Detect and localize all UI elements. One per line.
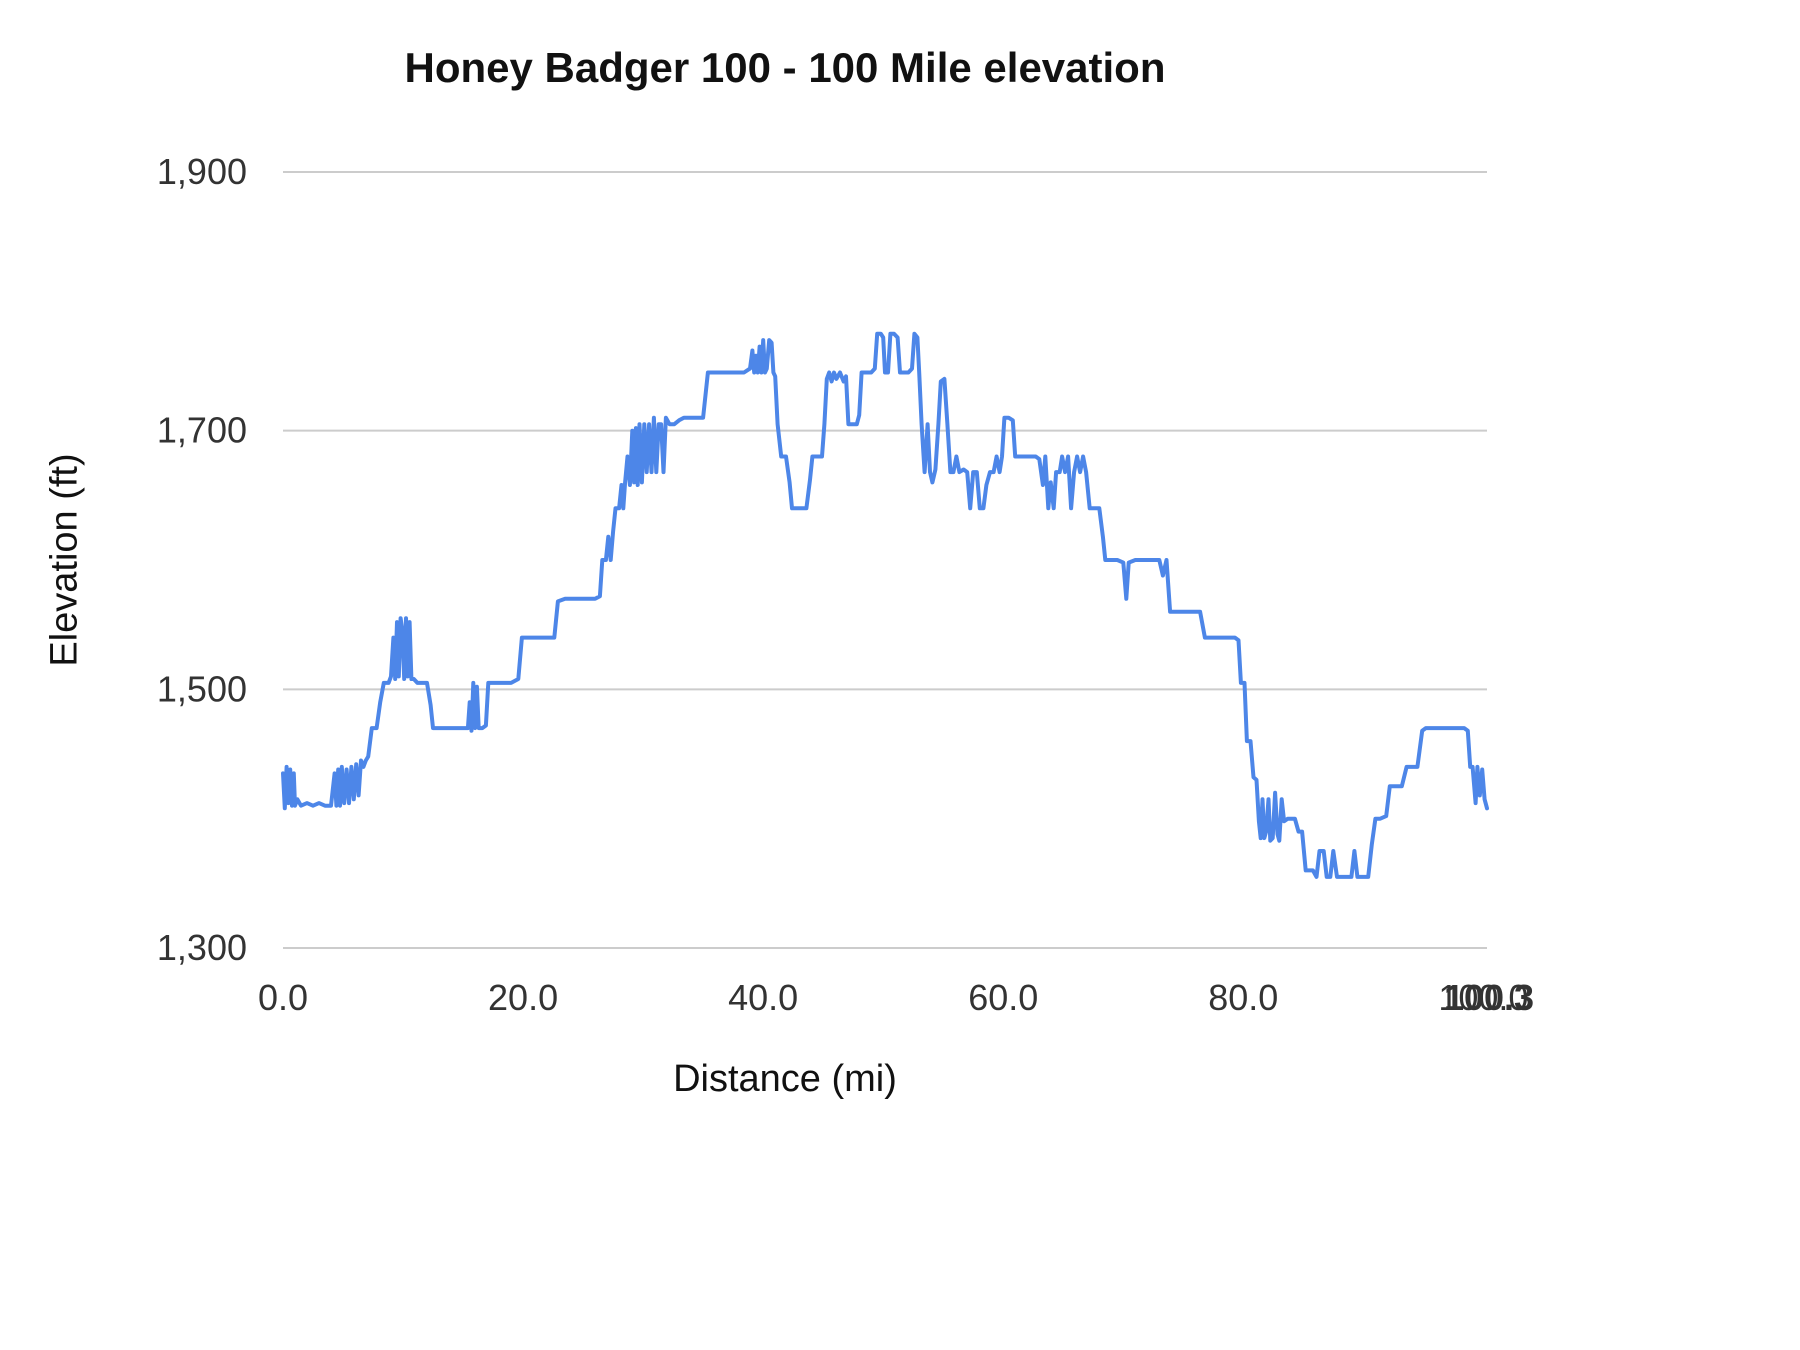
x-tick-label: 40.0 [728, 977, 798, 1018]
x-tick-label: 100.0 [1438, 977, 1528, 1018]
x-tick-label: 20.0 [488, 977, 558, 1018]
chart-title: Honey Badger 100 - 100 Mile elevation [404, 44, 1166, 91]
x-tick-label: 60.0 [968, 977, 1038, 1018]
x-tick-overlay-label: 100.3 [1444, 977, 1534, 1018]
y-tick-label: 1,700 [157, 410, 247, 451]
y-tick-label: 1,300 [157, 927, 247, 968]
y-tick-label: 1,900 [157, 151, 247, 192]
elevation-line [281, 331, 1489, 879]
y-axis-title: Elevation (ft) [43, 453, 86, 667]
x-tick-label: 0.0 [258, 977, 308, 1018]
y-tick-label: 1,500 [157, 668, 247, 709]
x-tick-label: 80.0 [1208, 977, 1278, 1018]
x-axis-title: Distance (mi) [673, 1058, 897, 1100]
